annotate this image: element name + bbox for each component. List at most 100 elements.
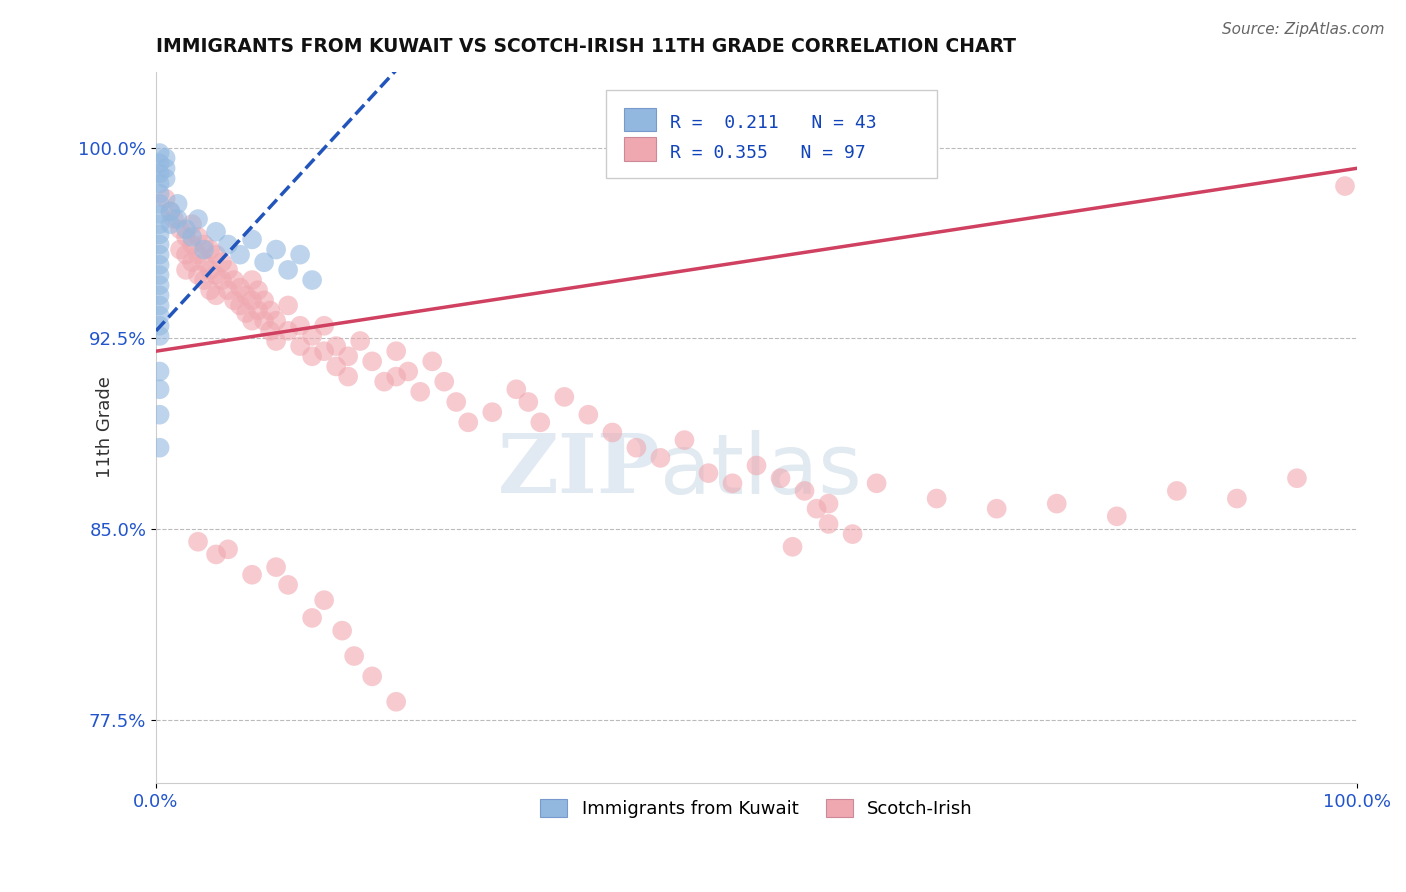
Point xyxy=(155,171,177,186)
Point xyxy=(505,382,527,396)
Text: atlas: atlas xyxy=(661,430,862,510)
Point xyxy=(264,314,287,328)
Point xyxy=(361,354,384,368)
Point xyxy=(149,309,172,323)
Point xyxy=(865,476,887,491)
Point xyxy=(149,217,172,231)
Point xyxy=(444,395,467,409)
Point xyxy=(240,232,263,246)
Point xyxy=(149,278,172,293)
Point xyxy=(149,166,172,180)
Point xyxy=(222,293,245,308)
Point xyxy=(782,540,804,554)
Point xyxy=(155,192,177,206)
Point xyxy=(1226,491,1249,506)
Point xyxy=(259,303,281,318)
Point xyxy=(240,567,263,582)
Point xyxy=(205,288,228,302)
Text: ZIP: ZIP xyxy=(498,430,661,510)
Point xyxy=(314,593,336,607)
Point xyxy=(149,364,172,378)
Point xyxy=(745,458,768,473)
Point xyxy=(264,334,287,348)
Point xyxy=(229,298,252,312)
Point xyxy=(149,258,172,272)
Point xyxy=(721,476,744,491)
Point xyxy=(181,217,204,231)
Point xyxy=(301,273,323,287)
Point xyxy=(602,425,624,440)
Point xyxy=(385,695,408,709)
Point xyxy=(149,329,172,343)
Point xyxy=(325,359,347,374)
Point xyxy=(166,197,188,211)
Point xyxy=(349,334,371,348)
Text: IMMIGRANTS FROM KUWAIT VS SCOTCH-IRISH 11TH GRADE CORRELATION CHART: IMMIGRANTS FROM KUWAIT VS SCOTCH-IRISH 1… xyxy=(156,37,1017,56)
Point xyxy=(264,243,287,257)
Point xyxy=(229,247,252,261)
Point xyxy=(253,255,276,269)
Point xyxy=(325,339,347,353)
Point xyxy=(149,227,172,242)
Point xyxy=(149,197,172,211)
Point xyxy=(169,222,191,236)
Point xyxy=(314,318,336,333)
Point xyxy=(222,273,245,287)
Point xyxy=(193,255,215,269)
Point xyxy=(314,344,336,359)
Point xyxy=(385,369,408,384)
Point xyxy=(174,247,197,261)
Point xyxy=(149,146,172,161)
Point xyxy=(409,384,432,399)
Point xyxy=(159,217,181,231)
Point xyxy=(529,415,551,429)
Point xyxy=(149,318,172,333)
Point xyxy=(205,247,228,261)
Point xyxy=(517,395,540,409)
Point xyxy=(433,375,456,389)
Y-axis label: 11th Grade: 11th Grade xyxy=(96,376,114,478)
Point xyxy=(174,222,197,236)
Point xyxy=(1334,179,1357,194)
Point xyxy=(288,339,311,353)
Point xyxy=(198,283,221,297)
Point xyxy=(149,207,172,221)
Point xyxy=(159,204,181,219)
FancyBboxPatch shape xyxy=(624,137,655,161)
Point xyxy=(149,298,172,312)
Point xyxy=(240,314,263,328)
Point xyxy=(1166,483,1188,498)
FancyBboxPatch shape xyxy=(606,89,936,178)
Point xyxy=(1046,497,1069,511)
Point xyxy=(229,281,252,295)
Point xyxy=(217,283,239,297)
Point xyxy=(198,263,221,277)
Point xyxy=(211,255,233,269)
Point xyxy=(155,161,177,176)
Point xyxy=(155,151,177,165)
Point xyxy=(697,466,720,480)
Point xyxy=(187,534,209,549)
Point xyxy=(149,408,172,422)
Point xyxy=(264,560,287,574)
Point xyxy=(193,273,215,287)
Point xyxy=(217,542,239,557)
Point xyxy=(343,648,366,663)
Point xyxy=(217,263,239,277)
Point xyxy=(149,186,172,201)
Point xyxy=(1285,471,1308,485)
Point xyxy=(205,548,228,562)
Point xyxy=(553,390,575,404)
Point xyxy=(277,263,299,277)
Point xyxy=(198,243,221,257)
Point xyxy=(769,471,792,485)
Point xyxy=(149,237,172,252)
Point xyxy=(211,273,233,287)
Point xyxy=(841,527,863,541)
Text: Source: ZipAtlas.com: Source: ZipAtlas.com xyxy=(1222,22,1385,37)
Point xyxy=(149,288,172,302)
Point xyxy=(193,237,215,252)
Point xyxy=(174,263,197,277)
Point xyxy=(187,268,209,282)
Legend: Immigrants from Kuwait, Scotch-Irish: Immigrants from Kuwait, Scotch-Irish xyxy=(533,791,980,825)
